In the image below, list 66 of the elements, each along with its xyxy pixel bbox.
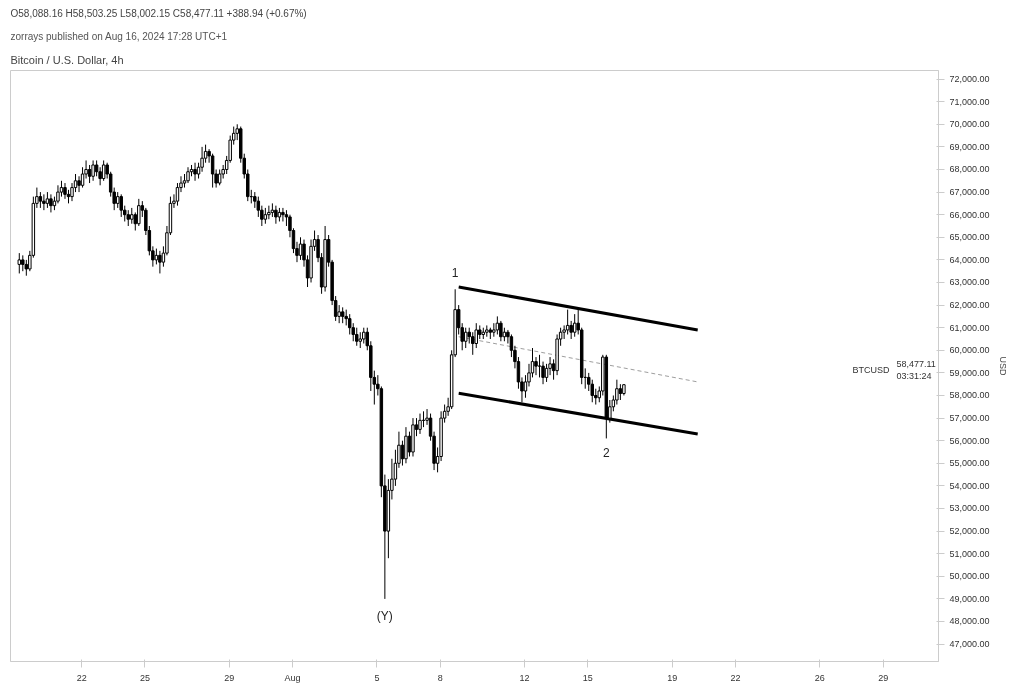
candlestick: [565, 309, 570, 335]
y-tick-label: 65,000.00: [949, 232, 990, 243]
y-axis-title: USD: [997, 356, 1008, 376]
y-tick-label: 53,000.00: [949, 503, 990, 514]
y-tick-label: 59,000.00: [949, 367, 990, 378]
y-tick-label: 68,000.00: [949, 164, 990, 175]
y-tick-label: 58,000.00: [949, 390, 990, 401]
y-tick-label: 62,000.00: [949, 300, 990, 311]
x-tick-label: 5: [374, 672, 380, 683]
y-tick-label: 67,000.00: [949, 187, 990, 198]
candlestick: [87, 164, 92, 184]
y-tick-label: 54,000.00: [949, 480, 990, 491]
x-tick-label: 29: [224, 672, 235, 683]
x-tick-label: 29: [878, 672, 889, 683]
annotation: 2: [602, 446, 610, 461]
candlestick: [91, 159, 95, 182]
y-tick-label: 66,000.00: [949, 209, 990, 220]
chart-subtitle: O58,088.16 H58,503.25 L58,002.15 C58,477.11 +388.94 (+0.67%): [10, 7, 307, 19]
x-tick-label: 8: [437, 672, 443, 683]
candlestick: [337, 304, 341, 324]
y-tick-label: 50,000.00: [949, 571, 990, 582]
candlestick: [298, 236, 303, 261]
chart-title: Bitcoin / U.S. Dollar, 4h: [10, 53, 124, 66]
candlestick: [537, 354, 542, 378]
x-tick-label: 15: [582, 672, 593, 683]
candlestick: [267, 205, 271, 220]
y-tick-label: 60,000.00: [949, 345, 990, 356]
y-tick-label: 72,000.00: [949, 74, 990, 85]
y-tick-label: 71,000.00: [949, 96, 990, 107]
annotation: 1: [451, 266, 459, 281]
y-tick-label: 63,000.00: [949, 277, 990, 288]
candlestick: [210, 153, 215, 189]
x-tick-label: 12: [519, 672, 530, 683]
x-tick-label: 19: [667, 672, 678, 683]
y-tick-label: 52,000.00: [949, 526, 990, 537]
candlestick: [418, 413, 422, 435]
x-tick-label: 25: [139, 672, 150, 683]
y-tick-label: 48,000.00: [949, 616, 990, 627]
text: zorrays published on Aug 16, 2024 17:28 UTC+1: [10, 30, 228, 42]
annotation: BTCUSD: [852, 364, 890, 375]
x-tick-label: 22: [730, 672, 741, 683]
annotation: 58,477.11: [896, 358, 936, 369]
x-tick-label: 22: [76, 672, 87, 683]
x-tick-label: 26: [814, 672, 825, 683]
y-tick-label: 51,000.00: [949, 548, 990, 559]
y-tick-label: 49,000.00: [949, 593, 990, 604]
y-tick-label: 70,000.00: [949, 119, 990, 130]
y-tick-label: 61,000.00: [949, 322, 990, 333]
y-tick-label: 64,000.00: [949, 254, 990, 265]
annotation: 03:31:24: [896, 370, 932, 381]
candlestick: [471, 331, 475, 356]
y-tick-label: 56,000.00: [949, 435, 990, 446]
candlestick: [77, 175, 81, 193]
candlestick: [63, 182, 67, 200]
candlestick: [281, 207, 285, 222]
candlestick: [534, 356, 538, 376]
candlestick: [404, 426, 408, 464]
y-tick-label: 55,000.00: [949, 458, 990, 469]
candlestick: [158, 250, 162, 274]
y-tick-label: 47,000.00: [949, 639, 990, 650]
y-tick-label: 69,000.00: [949, 141, 990, 152]
y-tick-label: 57,000.00: [949, 413, 990, 424]
candlestick: [572, 313, 577, 338]
x-tick-label: Aug: [284, 672, 301, 683]
candlestick: [495, 315, 500, 335]
annotation: (Y): [376, 608, 393, 623]
